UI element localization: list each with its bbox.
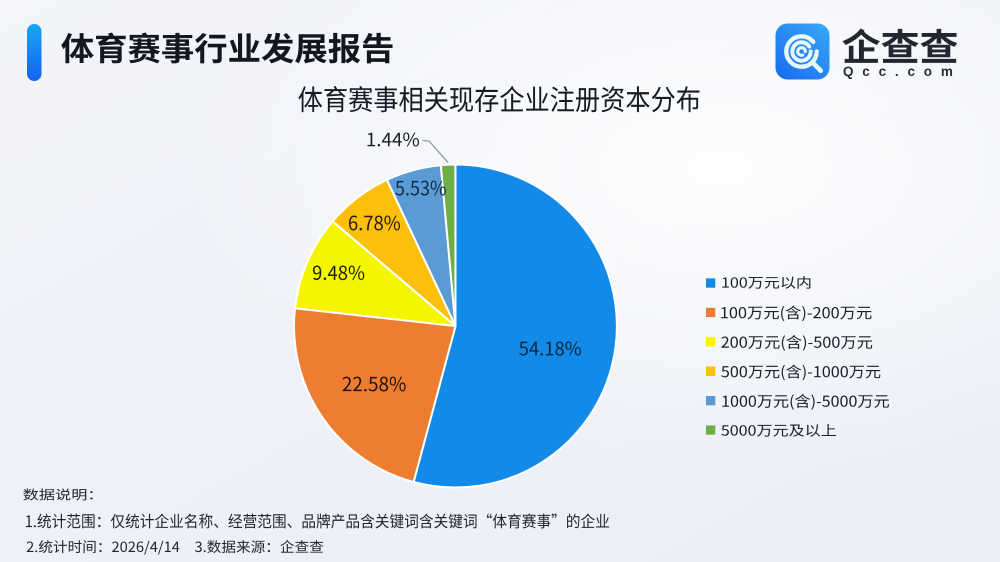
svg-text:Qcc.com: Qcc.com xyxy=(843,64,962,79)
